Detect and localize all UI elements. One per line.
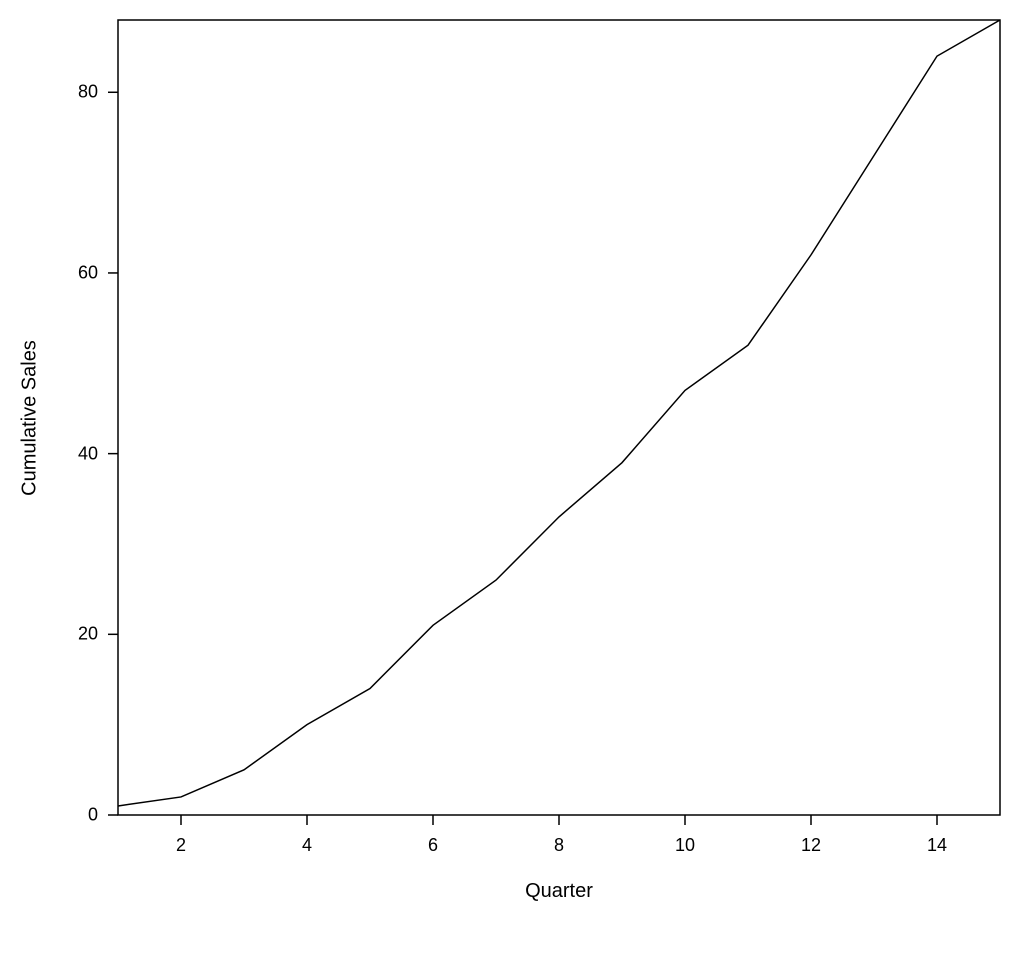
x-tick-label: 2	[176, 835, 186, 856]
plot-border	[118, 20, 1000, 815]
chart-svg	[0, 0, 1028, 954]
y-tick-label: 0	[88, 805, 98, 826]
x-tick-label: 14	[927, 835, 947, 856]
x-axis-label: Quarter	[525, 880, 593, 903]
y-axis-label: Cumulative Sales	[19, 340, 42, 496]
y-tick-label: 80	[78, 82, 98, 103]
x-tick-label: 12	[801, 835, 821, 856]
y-tick-label: 40	[78, 443, 98, 464]
data-line	[118, 20, 1000, 806]
chart-container: Cumulative Sales Quarter 2 4 6 8 10 12 14 0 20 40…	[0, 0, 1028, 954]
y-tick-label: 60	[78, 262, 98, 283]
x-tick-label: 6	[428, 835, 438, 856]
x-tick-label: 8	[554, 835, 564, 856]
x-tick-label: 4	[302, 835, 312, 856]
y-tick-label: 20	[78, 624, 98, 645]
x-tick-label: 10	[675, 835, 695, 856]
